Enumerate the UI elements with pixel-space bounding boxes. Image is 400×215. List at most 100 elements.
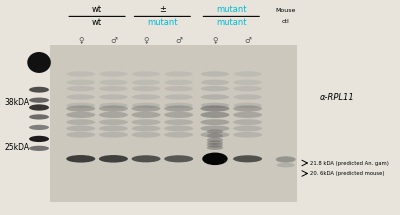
Text: 20. 6kDA (predicted mouse): 20. 6kDA (predicted mouse) xyxy=(310,171,385,176)
Ellipse shape xyxy=(99,86,128,91)
Text: 21.8 kDA (predicted An. gam): 21.8 kDA (predicted An. gam) xyxy=(310,161,389,166)
Ellipse shape xyxy=(99,105,128,112)
Ellipse shape xyxy=(29,87,49,93)
Text: wt: wt xyxy=(92,18,102,27)
Ellipse shape xyxy=(207,145,223,150)
Ellipse shape xyxy=(277,163,295,167)
Ellipse shape xyxy=(164,105,193,112)
Ellipse shape xyxy=(99,71,128,77)
Ellipse shape xyxy=(164,94,193,100)
Text: ±: ± xyxy=(159,5,166,14)
Ellipse shape xyxy=(233,155,262,162)
Ellipse shape xyxy=(164,86,193,91)
Text: Mouse: Mouse xyxy=(276,8,296,13)
Ellipse shape xyxy=(66,132,95,138)
Ellipse shape xyxy=(207,134,223,138)
Ellipse shape xyxy=(29,136,49,142)
Ellipse shape xyxy=(201,103,229,108)
Ellipse shape xyxy=(66,126,95,131)
Ellipse shape xyxy=(29,104,49,111)
Ellipse shape xyxy=(99,119,128,125)
Ellipse shape xyxy=(276,156,296,163)
Ellipse shape xyxy=(164,132,193,138)
Ellipse shape xyxy=(67,80,95,85)
Ellipse shape xyxy=(67,71,95,77)
Ellipse shape xyxy=(200,119,230,125)
Ellipse shape xyxy=(132,119,160,125)
Ellipse shape xyxy=(27,52,51,73)
Text: ctl: ctl xyxy=(282,19,290,24)
Text: mutant: mutant xyxy=(216,18,246,27)
Ellipse shape xyxy=(29,146,49,151)
Ellipse shape xyxy=(132,86,160,91)
Ellipse shape xyxy=(66,105,95,112)
Ellipse shape xyxy=(132,155,160,162)
Ellipse shape xyxy=(164,71,193,77)
Ellipse shape xyxy=(164,119,193,125)
Ellipse shape xyxy=(66,155,95,163)
Ellipse shape xyxy=(67,94,95,100)
Text: 25kDA: 25kDA xyxy=(4,143,30,152)
Ellipse shape xyxy=(99,94,128,100)
Ellipse shape xyxy=(207,140,223,145)
Ellipse shape xyxy=(233,119,262,125)
Text: ♂: ♂ xyxy=(110,36,117,45)
Ellipse shape xyxy=(132,126,160,131)
Ellipse shape xyxy=(164,155,193,162)
FancyBboxPatch shape xyxy=(50,45,296,202)
Ellipse shape xyxy=(233,132,262,138)
Ellipse shape xyxy=(201,71,229,77)
Ellipse shape xyxy=(99,112,128,118)
Ellipse shape xyxy=(132,105,160,112)
Ellipse shape xyxy=(164,80,193,85)
Ellipse shape xyxy=(132,132,160,138)
Ellipse shape xyxy=(67,86,95,91)
Ellipse shape xyxy=(201,80,229,85)
Text: α-RPL11: α-RPL11 xyxy=(320,92,355,101)
Ellipse shape xyxy=(233,105,262,112)
Ellipse shape xyxy=(200,132,230,138)
Text: mutant: mutant xyxy=(216,5,246,14)
Ellipse shape xyxy=(132,103,160,108)
Ellipse shape xyxy=(99,155,128,163)
Ellipse shape xyxy=(66,112,95,118)
Ellipse shape xyxy=(233,112,262,118)
Ellipse shape xyxy=(207,129,223,134)
Ellipse shape xyxy=(132,94,160,100)
Ellipse shape xyxy=(99,126,128,131)
Ellipse shape xyxy=(99,103,128,108)
Ellipse shape xyxy=(66,119,95,125)
Ellipse shape xyxy=(67,103,95,108)
Text: ♀: ♀ xyxy=(143,36,149,45)
Ellipse shape xyxy=(207,143,223,147)
Text: ♀: ♀ xyxy=(212,36,218,45)
Ellipse shape xyxy=(99,80,128,85)
Text: ♂: ♂ xyxy=(175,36,182,45)
Ellipse shape xyxy=(164,126,193,131)
Text: 38kDA: 38kDA xyxy=(4,98,30,107)
Ellipse shape xyxy=(29,114,49,120)
Text: ♂: ♂ xyxy=(244,36,251,45)
Ellipse shape xyxy=(200,112,230,118)
Ellipse shape xyxy=(234,80,262,85)
Ellipse shape xyxy=(164,112,193,118)
Ellipse shape xyxy=(29,98,49,103)
Ellipse shape xyxy=(200,126,230,131)
Ellipse shape xyxy=(207,138,223,142)
Ellipse shape xyxy=(200,105,230,112)
Ellipse shape xyxy=(233,126,262,131)
Ellipse shape xyxy=(132,112,160,118)
Text: mutant: mutant xyxy=(147,18,178,27)
Ellipse shape xyxy=(234,103,262,108)
Ellipse shape xyxy=(234,71,262,77)
Ellipse shape xyxy=(201,94,229,100)
Ellipse shape xyxy=(132,80,160,85)
Ellipse shape xyxy=(132,71,160,77)
Ellipse shape xyxy=(99,132,128,138)
Ellipse shape xyxy=(201,86,229,91)
Ellipse shape xyxy=(202,152,228,165)
Ellipse shape xyxy=(234,94,262,100)
Ellipse shape xyxy=(234,86,262,91)
Text: wt: wt xyxy=(92,5,102,14)
Text: ♀: ♀ xyxy=(78,36,84,45)
